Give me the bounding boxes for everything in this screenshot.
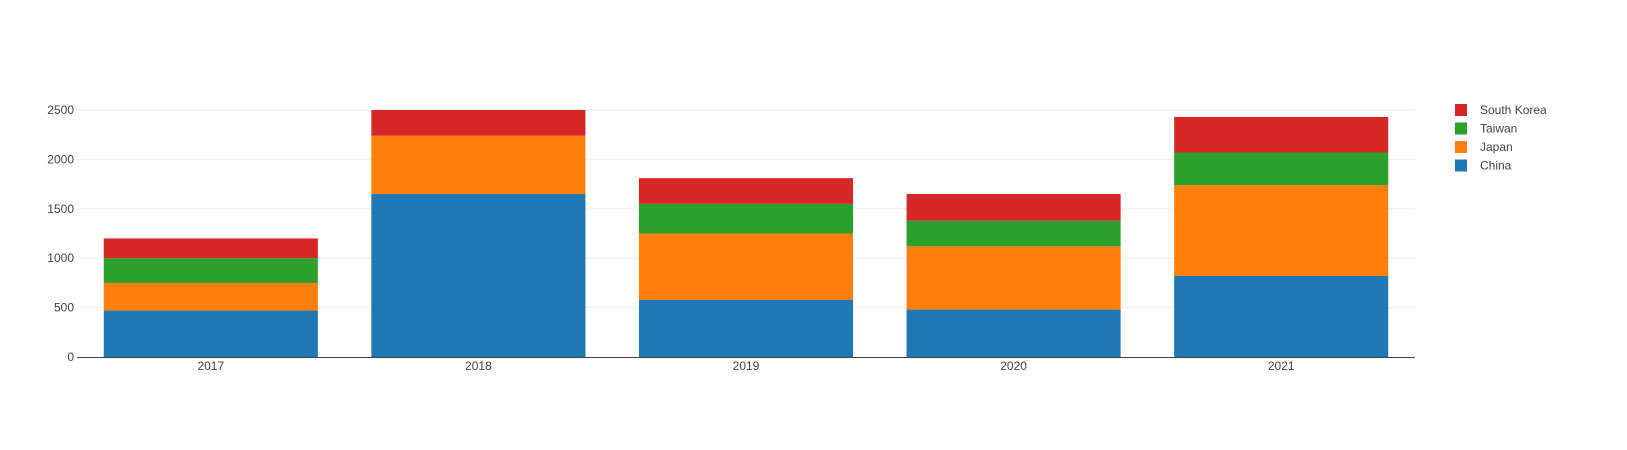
legend-swatch (1455, 122, 1467, 135)
legend-item-china[interactable]: China (1455, 159, 1512, 173)
bar-japan-2021 (1174, 185, 1389, 276)
y-tick-label: 500 (54, 301, 74, 315)
bar-south-korea-2018 (371, 110, 586, 136)
bar-taiwan-2021 (1174, 152, 1389, 186)
bar-taiwan-2019 (638, 203, 854, 234)
bar-south-korea-2017 (103, 238, 318, 259)
legend-swatch (1455, 141, 1467, 153)
x-tick-label: 2017 (197, 359, 224, 373)
bar-south-korea-2019 (638, 178, 854, 204)
y-tick-label: 2000 (47, 152, 74, 166)
legend-item-south-korea[interactable]: South Korea (1455, 103, 1547, 117)
legend-item-taiwan[interactable]: Taiwan (1455, 122, 1517, 136)
y-tick-label: 2500 (47, 103, 74, 117)
bar-china-2020 (906, 309, 1121, 357)
legend-swatch (1455, 104, 1467, 116)
bar-china-2021 (1174, 275, 1389, 357)
bar-taiwan-2020 (906, 220, 1121, 247)
legend-label: South Korea (1480, 103, 1547, 117)
bar-china-2019 (638, 299, 854, 357)
legend-item-japan[interactable]: Japan (1455, 140, 1513, 154)
bar-japan-2020 (906, 246, 1121, 310)
y-axis-ticks: 0 500 1000 1500 2000 2500 (47, 103, 74, 364)
legend-swatch (1455, 159, 1467, 172)
bar-japan-2018 (371, 135, 586, 194)
x-tick-label: 2021 (1268, 359, 1295, 373)
bar-taiwan-2017 (103, 258, 318, 283)
legend-label: China (1480, 159, 1512, 173)
bar-china-2017 (103, 310, 318, 357)
legend: South Korea Taiwan Japan China (1455, 103, 1547, 173)
bar-japan-2019 (638, 233, 854, 300)
y-tick-label: 1500 (47, 202, 74, 216)
x-tick-label: 2018 (465, 359, 492, 373)
bars (103, 110, 1389, 357)
y-tick-label: 0 (67, 350, 74, 364)
x-axis-ticks: 2017 2018 2019 2020 2021 (197, 359, 1294, 373)
y-tick-label: 1000 (47, 251, 74, 265)
x-tick-label: 2020 (1000, 359, 1027, 373)
bar-south-korea-2021 (1174, 116, 1389, 153)
legend-label: Taiwan (1480, 122, 1517, 136)
legend-label: Japan (1480, 140, 1513, 154)
bar-south-korea-2020 (906, 193, 1121, 221)
x-tick-label: 2019 (733, 359, 760, 373)
bar-japan-2017 (103, 282, 318, 311)
bar-china-2018 (371, 193, 586, 357)
